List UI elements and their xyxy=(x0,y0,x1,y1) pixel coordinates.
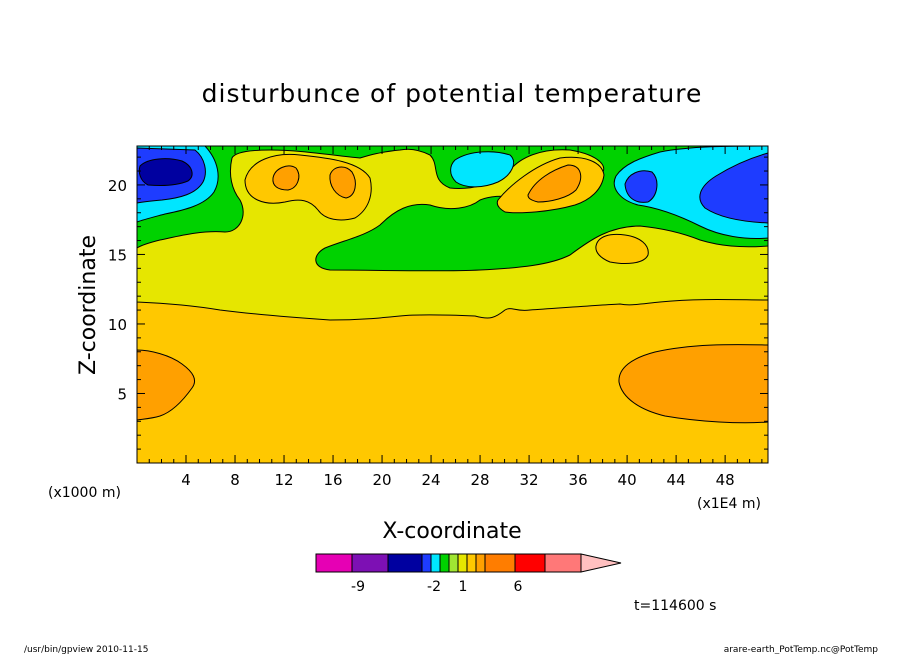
colorbar xyxy=(315,553,622,573)
gold-patch-3 xyxy=(595,233,649,264)
x-tick-label: 40 xyxy=(618,471,637,489)
colorbar-swatch xyxy=(484,553,516,573)
colorbar-swatch xyxy=(439,553,450,573)
colorbar-swatch xyxy=(315,553,353,573)
colorbar-swatch xyxy=(387,553,423,573)
contour-field xyxy=(137,146,768,463)
x-tick-label: 28 xyxy=(471,471,490,489)
x-tick-label: 8 xyxy=(230,471,240,489)
colorbar-swatch xyxy=(475,553,486,573)
chart-title: disturbunce of potential temperature xyxy=(202,79,703,108)
x-tick-label: 32 xyxy=(520,471,539,489)
colorbar-swatch xyxy=(351,553,389,573)
colorbar-swatch xyxy=(466,553,477,573)
colorbar-swatch xyxy=(421,553,432,573)
colorbar-tick-label: -9 xyxy=(351,579,365,595)
y-tick-label: 15 xyxy=(108,246,127,264)
x-tick-label: 4 xyxy=(181,471,191,489)
colorbar-swatch xyxy=(544,553,582,573)
colorbar-tick-label: -2 xyxy=(427,579,441,595)
y-axis-title: Z-coordinate xyxy=(76,235,101,375)
footer-right: arare-earth_PotTemp.nc@PotTemp xyxy=(724,645,879,654)
x-tick-labels: 4 8 12 16 20 24 28 32 36 40 44 48 xyxy=(181,471,734,489)
orange-lower-right xyxy=(618,344,768,424)
cyan-small-mid xyxy=(450,151,514,188)
darkblue-core xyxy=(138,158,193,186)
x-tick-label: 20 xyxy=(373,471,392,489)
orange-lower-left xyxy=(137,349,196,421)
y-tick-labels: 5 10 15 20 xyxy=(108,177,127,404)
orange-patch-2 xyxy=(329,166,356,199)
time-label: t=114600 s xyxy=(634,598,716,614)
x-unit-left: (x1000 m) xyxy=(48,485,121,501)
x-tick-label: 36 xyxy=(569,471,588,489)
plot-frame xyxy=(136,145,769,464)
x-tick-label: 12 xyxy=(274,471,293,489)
colorbar-labels: -9 -2 1 6 xyxy=(351,579,523,595)
y-tick-label: 20 xyxy=(108,177,127,195)
colorbar-tick-label: 6 xyxy=(514,579,523,595)
blue-small-right xyxy=(624,170,658,203)
colorbar-tick-label: 1 xyxy=(459,579,468,595)
x-axis-title: X-coordinate xyxy=(382,519,521,544)
y-tick-label: 10 xyxy=(108,316,127,334)
axis-ticks xyxy=(137,146,768,463)
colorbar-swatch xyxy=(448,553,459,573)
orange-patch-1 xyxy=(272,165,300,191)
colorbar-swatch xyxy=(430,553,441,573)
orange-patch-3 xyxy=(527,164,582,203)
x-tick-label: 48 xyxy=(716,471,735,489)
footer-left: /usr/bin/gpview 2010-11-15 xyxy=(24,645,148,654)
x-tick-label: 16 xyxy=(323,471,342,489)
blue-upper-right xyxy=(699,152,768,224)
y-tick-label: 5 xyxy=(117,385,127,403)
x-tick-label: 44 xyxy=(667,471,686,489)
colorbar-swatch xyxy=(514,553,546,573)
colorbar-swatch xyxy=(457,553,468,573)
x-tick-label: 24 xyxy=(422,471,441,489)
x-unit-right: (x1E4 m) xyxy=(697,496,761,512)
colorbar-arrow xyxy=(580,553,622,573)
